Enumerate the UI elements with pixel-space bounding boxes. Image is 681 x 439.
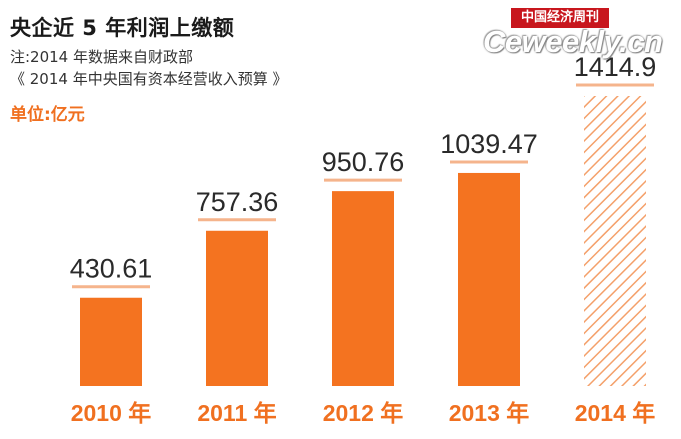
bar-2 xyxy=(332,191,394,386)
publisher-logo: 中国经济周刊 Ceweekly.cn xyxy=(483,8,673,64)
value-label-1: 757.36 xyxy=(196,187,279,217)
logo-chinese-text: 中国经济周刊 xyxy=(511,8,609,28)
source-note-detail: 《 2014 年中央国有资本经营收入预算 》 xyxy=(10,70,288,88)
unit-label: 单位:亿元 xyxy=(10,105,85,125)
bar-1 xyxy=(206,230,268,386)
bar-4 xyxy=(584,96,646,386)
source-note: 注:2014 年数据来自财政部 xyxy=(10,48,193,66)
bar-3 xyxy=(458,172,520,386)
value-label-3: 1039.47 xyxy=(440,129,538,159)
chart-title: 央企近 5 年利润上缴额 xyxy=(10,16,235,40)
category-label-1: 2011 年 xyxy=(197,400,276,426)
value-label-0: 430.61 xyxy=(70,254,153,284)
bar-0 xyxy=(80,297,142,386)
category-label-2: 2012 年 xyxy=(323,400,404,426)
category-label-0: 2010 年 xyxy=(71,400,152,426)
bar-series: 430.61 2010 年 757.36 2011 年 950.76 2012 年 1039… xyxy=(70,52,657,426)
logo-english-text: Ceweekly.cn xyxy=(483,24,663,59)
category-label-3: 2013 年 xyxy=(449,400,530,426)
category-label-4: 2014 年 xyxy=(575,400,656,426)
value-label-2: 950.76 xyxy=(322,147,405,177)
value-label-4: 1414.9 xyxy=(574,52,657,82)
